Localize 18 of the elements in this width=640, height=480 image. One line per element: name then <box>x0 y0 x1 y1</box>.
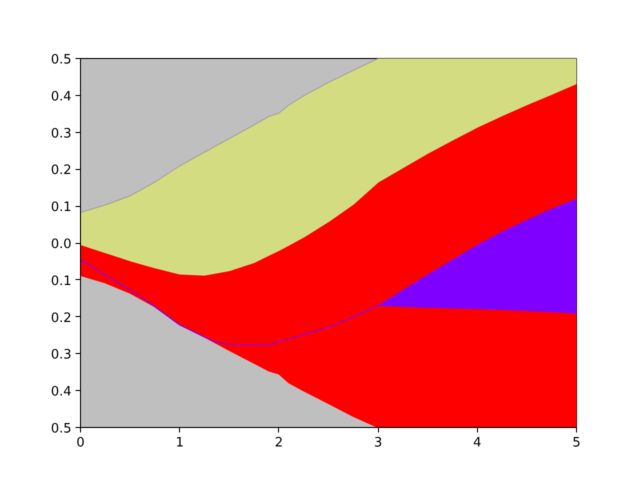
y-tick-label: 0.1 <box>50 200 72 216</box>
y-tick-label: 0.3 <box>50 348 72 363</box>
x-tick-label: 3 <box>374 436 382 450</box>
y-tick-label: 0.2 <box>50 310 72 326</box>
y-tick-label: 0.0 <box>50 237 72 252</box>
y-tick-label: 0.1 <box>50 274 72 289</box>
y-tick-label: 0.4 <box>50 89 72 104</box>
y-tick-label: 0.4 <box>50 384 72 400</box>
x-tick-label: 0 <box>76 436 85 450</box>
x-tick-label: 5 <box>572 436 581 450</box>
x-tick-label: 1 <box>176 436 184 450</box>
y-tick-label: 0.5 <box>50 422 72 436</box>
y-tick-label: 0.2 <box>50 163 72 178</box>
x-tick-label: 4 <box>473 436 482 450</box>
x-tick-label: 2 <box>274 436 284 450</box>
line-series <box>80 58 379 213</box>
y-tick-label: 0.5 <box>50 52 72 68</box>
y-tick-label: 0.3 <box>50 126 72 142</box>
